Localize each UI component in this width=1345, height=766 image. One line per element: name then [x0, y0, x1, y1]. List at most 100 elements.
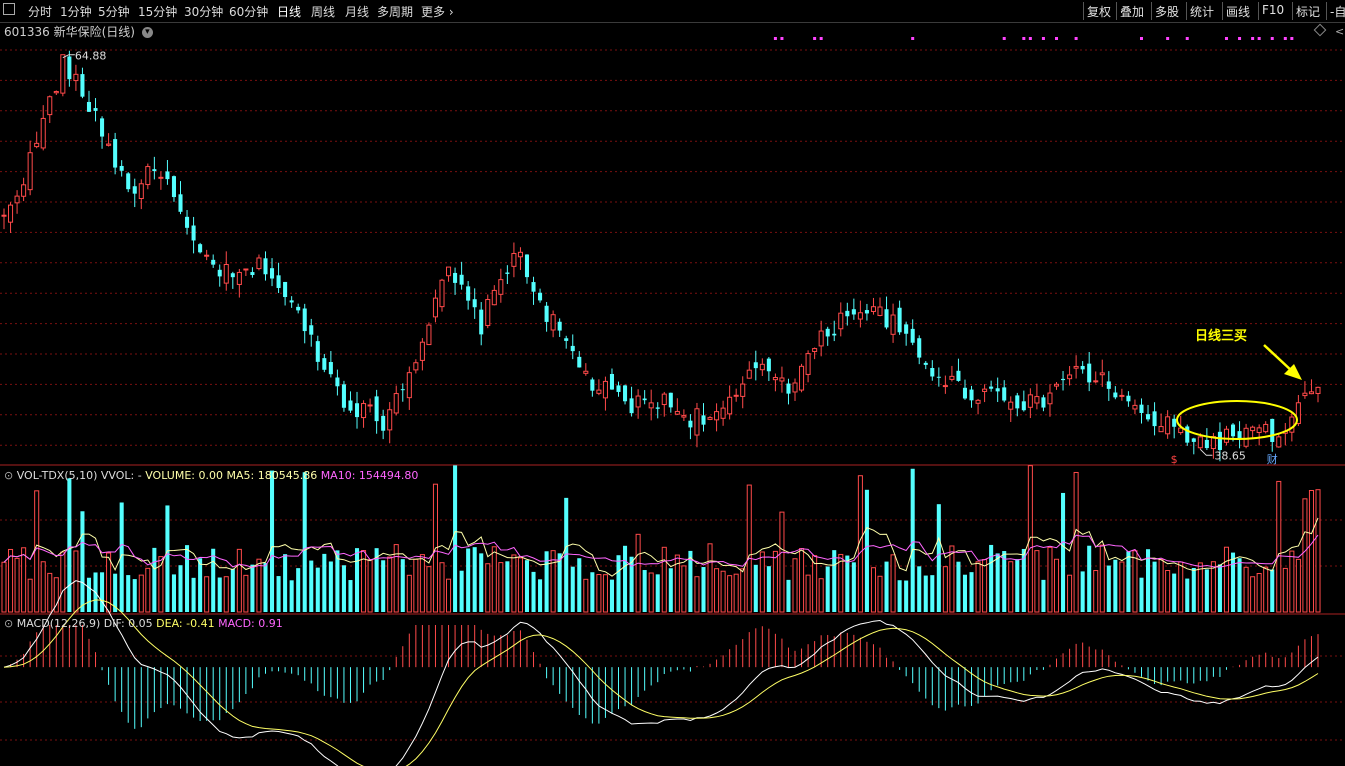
candle-body-up[interactable] [890, 314, 896, 335]
candle-body-up[interactable] [485, 299, 491, 326]
btn-zi[interactable]: -自 [1330, 5, 1345, 19]
candle-body-down[interactable] [623, 385, 628, 402]
candle-body-down[interactable] [609, 373, 614, 390]
candle-body-down[interactable] [191, 225, 196, 241]
candle-body-down[interactable] [538, 292, 543, 301]
candle-body-up[interactable] [746, 369, 752, 379]
candle-body-down[interactable] [152, 169, 157, 172]
candle-body-up[interactable] [648, 402, 654, 409]
candle-body-up[interactable] [413, 362, 419, 371]
candle-body-down[interactable] [472, 299, 477, 308]
candle-body-up[interactable] [426, 324, 432, 346]
candle-body-up[interactable] [812, 348, 818, 352]
candle-body-up[interactable] [818, 330, 824, 347]
candle-body-up[interactable] [1053, 383, 1060, 387]
candle-body-down[interactable] [995, 388, 1000, 392]
candle-body-down[interactable] [832, 333, 837, 336]
candle-body-up[interactable] [1158, 426, 1164, 433]
candle-body-down[interactable] [897, 307, 902, 333]
candle-body-down[interactable] [453, 272, 458, 283]
candle-body-down[interactable] [185, 216, 190, 228]
candle-body-up[interactable] [491, 289, 497, 306]
candle-body-down[interactable] [466, 286, 471, 301]
candle-body-down[interactable] [132, 186, 137, 194]
candle-body-up[interactable] [838, 312, 844, 330]
candle-body-down[interactable] [655, 407, 660, 409]
candle-body-up[interactable] [1223, 428, 1230, 443]
tab-monthly[interactable]: 月线 [345, 5, 370, 19]
candle-body-down[interactable] [1191, 438, 1196, 442]
candle-body-down[interactable] [211, 259, 216, 265]
candle-body-up[interactable] [387, 409, 393, 431]
candle-body-up[interactable] [243, 268, 249, 271]
candle-body-up[interactable] [799, 365, 805, 391]
candle-body-up[interactable] [1165, 416, 1171, 435]
candle-body-up[interactable] [583, 370, 589, 374]
candle-body-down[interactable] [171, 176, 176, 198]
candle-body-down[interactable] [642, 398, 647, 401]
btn-duogu[interactable]: 多股 [1155, 5, 1180, 19]
candle-body-up[interactable] [661, 393, 667, 406]
candle-body-up[interactable] [727, 396, 733, 415]
tab-5min[interactable]: 5分钟 [98, 5, 130, 19]
tab-15min[interactable]: 15分钟 [138, 5, 178, 19]
candle-body-down[interactable] [113, 139, 118, 168]
candle-body-down[interactable] [479, 309, 484, 335]
candle-body-up[interactable] [21, 184, 27, 197]
candle-body-down[interactable] [923, 362, 928, 365]
candle-body-down[interactable] [989, 386, 994, 389]
candle-body-down[interactable] [80, 74, 85, 97]
candle-body-up[interactable] [1093, 380, 1099, 383]
candle-body-down[interactable] [590, 379, 595, 391]
candle-body-down[interactable] [1139, 404, 1144, 413]
candle-body-up[interactable] [47, 96, 53, 116]
candle-body-up[interactable] [1047, 392, 1053, 405]
candle-body-down[interactable] [309, 325, 314, 335]
candle-body-down[interactable] [381, 415, 386, 431]
candle-body-up[interactable] [674, 410, 680, 415]
candle-body-down[interactable] [956, 370, 961, 381]
candle-body-down[interactable] [904, 324, 909, 334]
candle-body-down[interactable] [688, 420, 693, 428]
candle-body-up[interactable] [236, 271, 242, 285]
candle-body-up[interactable] [1250, 426, 1256, 432]
candle-body-down[interactable] [354, 403, 360, 418]
candle-body-up[interactable] [1099, 372, 1105, 376]
candle-body-down[interactable] [544, 305, 549, 322]
candle-body-down[interactable] [165, 171, 170, 180]
candle-body-up[interactable] [439, 279, 445, 308]
candle-body-down[interactable] [302, 308, 307, 332]
btn-tongji[interactable]: 统计 [1190, 5, 1215, 19]
candle-body-up[interactable] [1308, 391, 1314, 395]
candle-body-down[interactable] [100, 118, 105, 137]
candle-body-up[interactable] [1263, 423, 1269, 433]
tab-weekly[interactable]: 周线 [311, 5, 336, 19]
tab-daily[interactable]: 日线 [277, 5, 302, 19]
candle-body-up[interactable] [694, 408, 700, 436]
candle-body-down[interactable] [629, 398, 634, 414]
candle-body-up[interactable] [635, 395, 641, 408]
candle-body-down[interactable] [577, 356, 582, 368]
candle-body-up[interactable] [740, 383, 746, 397]
candle-body-down[interactable] [276, 275, 281, 288]
candle-body-down[interactable] [263, 258, 268, 275]
candle-body-down[interactable] [341, 384, 346, 408]
candle-body-down[interactable] [1021, 401, 1026, 411]
candle-body-up[interactable] [949, 375, 955, 380]
candle-body-down[interactable] [1126, 395, 1131, 402]
candle-body-down[interactable] [126, 173, 131, 190]
candle-body-up[interactable] [498, 279, 504, 295]
candle-body-up[interactable] [204, 254, 210, 257]
candle-body-up[interactable] [1302, 392, 1308, 397]
candle-body-down[interactable] [936, 376, 941, 378]
candle-body-down[interactable] [1113, 392, 1118, 398]
candle-body-up[interactable] [942, 385, 948, 388]
candle-body-down[interactable] [864, 310, 869, 314]
candle-body-down[interactable] [1152, 411, 1157, 427]
tab-more[interactable]: 更多 › [421, 5, 454, 19]
candle-body-down[interactable] [1041, 397, 1046, 408]
candle-body-down[interactable] [1106, 381, 1111, 389]
candle-body-up[interactable] [40, 117, 46, 149]
window-menu-icon[interactable] [3, 3, 15, 15]
candle-body-up[interactable] [14, 195, 20, 204]
